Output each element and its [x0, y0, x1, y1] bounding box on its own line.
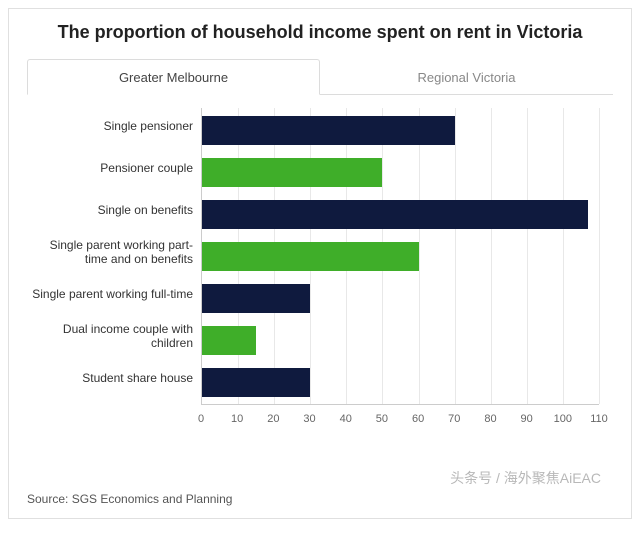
- x-tick-label: 80: [484, 413, 496, 425]
- chart-card: The proportion of household income spent…: [8, 8, 632, 519]
- x-tick-label: 60: [412, 413, 424, 425]
- x-tick-label: 10: [231, 413, 243, 425]
- bar: [202, 158, 382, 187]
- chart-area: 0 10 20 30 40 50 60 70 80 90 100 110 Single pensione…: [31, 103, 609, 433]
- tab-label: Greater Melbourne: [119, 70, 228, 85]
- category-label: Student share house: [31, 364, 193, 393]
- x-tick-label: 30: [303, 413, 315, 425]
- category-label: Pensioner couple: [31, 154, 193, 183]
- tab-label: Regional Victoria: [417, 70, 515, 85]
- gridline: [419, 108, 420, 404]
- gridline: [563, 108, 564, 404]
- tab-bar: Greater Melbourne Regional Victoria: [27, 58, 613, 95]
- x-tick-label: 110: [590, 413, 608, 425]
- gridline: [455, 108, 456, 404]
- gridline: [527, 108, 528, 404]
- gridline: [599, 108, 600, 404]
- bar: [202, 326, 256, 355]
- bar: [202, 116, 455, 145]
- category-label: Single parent working full-time: [31, 280, 193, 309]
- category-label: Dual income couple with children: [31, 322, 193, 351]
- category-label: Single parent working part-time and on b…: [31, 238, 193, 267]
- bar: [202, 284, 310, 313]
- x-tick-label: 20: [267, 413, 279, 425]
- x-tick-label: 90: [521, 413, 533, 425]
- x-tick-label: 40: [340, 413, 352, 425]
- chart-title: The proportion of household income spent…: [27, 21, 613, 44]
- category-label: Single on benefits: [31, 196, 193, 225]
- bar: [202, 242, 419, 271]
- gridline: [491, 108, 492, 404]
- watermark-text: 头条号 / 海外聚焦AiEAC: [450, 468, 601, 488]
- x-tick-label: 50: [376, 413, 388, 425]
- tab-greater-melbourne[interactable]: Greater Melbourne: [27, 59, 320, 95]
- x-tick-label: 70: [448, 413, 460, 425]
- bar: [202, 200, 588, 229]
- bar: [202, 368, 310, 397]
- x-tick-label: 0: [198, 413, 204, 425]
- tab-regional-victoria[interactable]: Regional Victoria: [320, 59, 613, 95]
- x-tick-label: 100: [554, 413, 572, 425]
- category-label: Single pensioner: [31, 112, 193, 141]
- source-attribution: Source: SGS Economics and Planning: [27, 492, 232, 506]
- plot-region: [201, 108, 599, 405]
